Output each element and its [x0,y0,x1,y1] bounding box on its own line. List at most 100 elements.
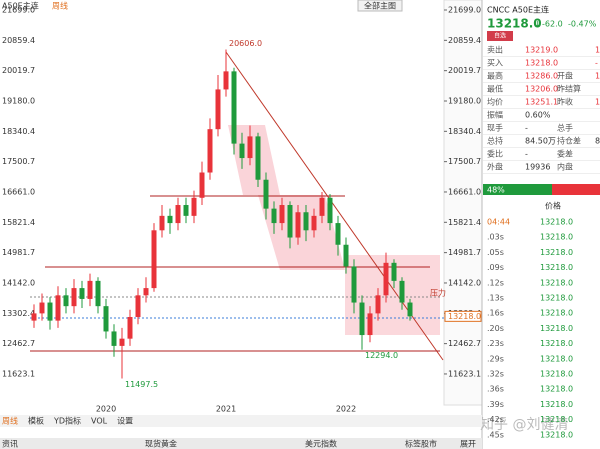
status-item: 美元指数 [305,439,337,449]
quote-cell: 19936 [525,163,550,172]
quote-cell: 振幅 [487,110,503,120]
tabbar [0,415,482,427]
button[interactable] [357,0,403,12]
period: 周线 [52,1,68,11]
tab[interactable]: YD指标 [53,416,81,426]
quote-cell: - [525,150,528,159]
quote-cell: 1 [595,46,600,55]
candle-body [63,295,69,307]
price-tag [444,310,482,322]
quote-cell: 13286.0 [525,72,558,81]
quote-change-pct: -0.47% [568,20,597,29]
tick-time: .29s [487,354,504,363]
tick-price: 13218.0 [540,400,573,409]
candle-body [239,143,245,159]
y-tick-label: 16661.0 [448,187,481,196]
candle-body [391,262,397,281]
y-tick-label: 21699.0 [2,6,35,15]
quote-cell: 84.50万 [525,137,556,146]
quote-cell: 开盘 [557,71,573,81]
candle-body [183,205,189,216]
x-tick-label: 2022 [336,405,356,414]
ratio-bar [552,184,600,195]
quote-cell: 13219.0 [525,46,558,55]
symbol: A50E主连 [2,1,39,11]
quote-cell: 13206.0 [525,85,558,94]
tab[interactable]: 周线 [2,416,18,426]
status-item: 资讯 [2,439,18,449]
fav-button[interactable] [487,31,513,41]
tick-price: 13218.0 [540,278,573,287]
quote-cell: 内盘 [557,162,573,172]
candle-body [103,306,109,332]
candle-body [39,302,45,314]
quote-cell: 委差 [557,149,573,159]
annotation: 20606.0 [229,39,262,48]
fav-label[interactable]: 自选 [494,32,506,40]
candle-body [263,179,269,209]
button-label[interactable]: 全部主图 [364,1,396,11]
tick-price: 13218.0 [540,324,573,333]
tick-price: 13218.0 [540,294,573,303]
quote-cell: - [525,124,528,133]
quote-cell: - [595,59,598,68]
quote-cell: 1 [595,72,600,81]
candle-body [167,215,173,224]
y-tick-label: 14142.0 [448,278,481,287]
candle-body [247,136,253,159]
zone [228,125,280,195]
tick-time: .20s [487,324,504,333]
quote-price: 13218.0 [487,17,542,31]
quote-cell: 最高 [487,71,503,81]
y-tick-label: 15821.4 [448,218,481,227]
y-tick-label: 19180.0 [448,96,481,105]
y-tick-label: 21699.0 [448,6,481,15]
tick-time: .36s [487,385,504,394]
tick-time: .23s [487,339,504,348]
y-tick-label: 18340.4 [2,127,35,136]
quote-panel: CNCC A50E主连 13218.0 ↓ -62.0 -0.47% 自选 48… [483,5,600,439]
candle-body [71,288,77,307]
candle-body [143,288,149,296]
candle-body [159,215,165,231]
watermark: 知乎 @刘健清 [480,416,568,433]
status-item: 标签股市 [405,439,437,449]
y-tick-label: 11623.1 [2,369,35,378]
annotation: 12294.0 [365,351,398,360]
tick-price: 13218.0 [540,233,573,242]
quote-cell: 外盘 [487,162,503,172]
tick-price: 13218.0 [540,385,573,394]
tick-price: 13218.0 [540,218,573,227]
candle-body [327,197,333,224]
candle-body [335,223,341,245]
status-item: 展开 [460,440,476,449]
tab[interactable]: 模板 [28,416,44,426]
tick-price: 13218.0 [540,415,573,424]
tick-time: .39s [487,400,504,409]
tab[interactable]: VOL [91,417,108,426]
y-tick-label: 11623.1 [448,369,481,378]
tick-time: .05s [487,248,504,257]
candle-body [127,316,133,339]
quote-cell: 现手 [487,123,503,133]
y-tick-label: 19180.0 [2,96,35,105]
candle-body [383,262,389,296]
y-tick-label: 12462.7 [448,339,481,348]
status-item: 现货黄金 [145,439,177,449]
plot: 21699.0 21699.0 20859.4 20859.4 20019.7 20019… [2,6,482,414]
candle-body [319,197,325,216]
price-axis-bg [443,0,483,406]
candle-body [223,71,229,90]
candle-body [111,331,117,346]
candle-body [47,302,53,321]
ratio: 48% [487,186,505,195]
y-tick-label: 14981.7 [2,248,35,257]
candle-body [343,244,349,267]
tab[interactable]: 设置 [117,416,133,426]
y-tick-label: 20019.7 [2,66,35,75]
y-tick-label: 14142.0 [2,278,35,287]
y-tick-label: 14981.7 [448,248,481,257]
trend-line [225,51,444,361]
quote-cell: 买入 [487,59,503,68]
